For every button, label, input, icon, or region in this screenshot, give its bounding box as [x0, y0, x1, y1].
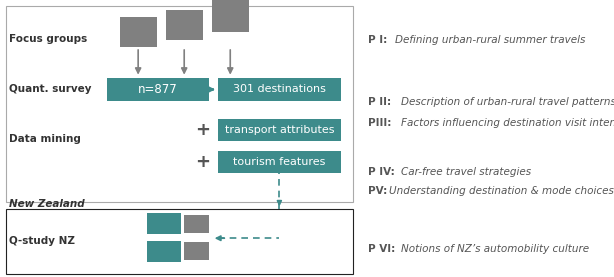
Text: P IV:: P IV:	[368, 167, 398, 177]
Text: Understanding destination & mode choices: Understanding destination & mode choices	[389, 186, 614, 196]
Text: 301 destinations: 301 destinations	[233, 84, 326, 94]
Text: Car-free travel strategies: Car-free travel strategies	[400, 167, 530, 177]
FancyBboxPatch shape	[147, 213, 181, 234]
FancyBboxPatch shape	[107, 78, 209, 101]
Text: Data mining: Data mining	[9, 134, 81, 144]
Text: +: +	[195, 153, 210, 171]
FancyBboxPatch shape	[212, 0, 249, 32]
Text: P VI:: P VI:	[368, 244, 399, 254]
Text: Focus groups: Focus groups	[9, 34, 87, 44]
FancyBboxPatch shape	[120, 17, 157, 47]
FancyBboxPatch shape	[218, 119, 341, 141]
FancyBboxPatch shape	[218, 78, 341, 101]
Text: Q-study NZ: Q-study NZ	[9, 236, 75, 246]
Text: transport attributes: transport attributes	[225, 125, 334, 135]
Text: P I:: P I:	[368, 35, 391, 45]
FancyBboxPatch shape	[166, 10, 203, 40]
Text: +: +	[195, 121, 210, 139]
FancyBboxPatch shape	[147, 241, 181, 262]
Text: New Zealand: New Zealand	[9, 199, 85, 209]
FancyBboxPatch shape	[218, 151, 341, 173]
Text: P II:: P II:	[368, 98, 395, 107]
FancyBboxPatch shape	[184, 242, 209, 260]
Text: Quant. survey: Quant. survey	[9, 84, 91, 94]
Text: PIII:: PIII:	[368, 118, 395, 128]
Text: tourism features: tourism features	[233, 157, 325, 167]
Text: Factors influencing destination visit intentio…: Factors influencing destination visit in…	[400, 118, 614, 128]
Text: Notions of NZ’s automobility culture: Notions of NZ’s automobility culture	[400, 244, 589, 254]
FancyBboxPatch shape	[184, 215, 209, 233]
Text: Description of urban-rural travel patterns: Description of urban-rural travel patter…	[400, 98, 614, 107]
Text: PV:: PV:	[368, 186, 391, 196]
Text: Defining urban-rural summer travels: Defining urban-rural summer travels	[395, 35, 585, 45]
Text: n=877: n=877	[138, 83, 178, 96]
